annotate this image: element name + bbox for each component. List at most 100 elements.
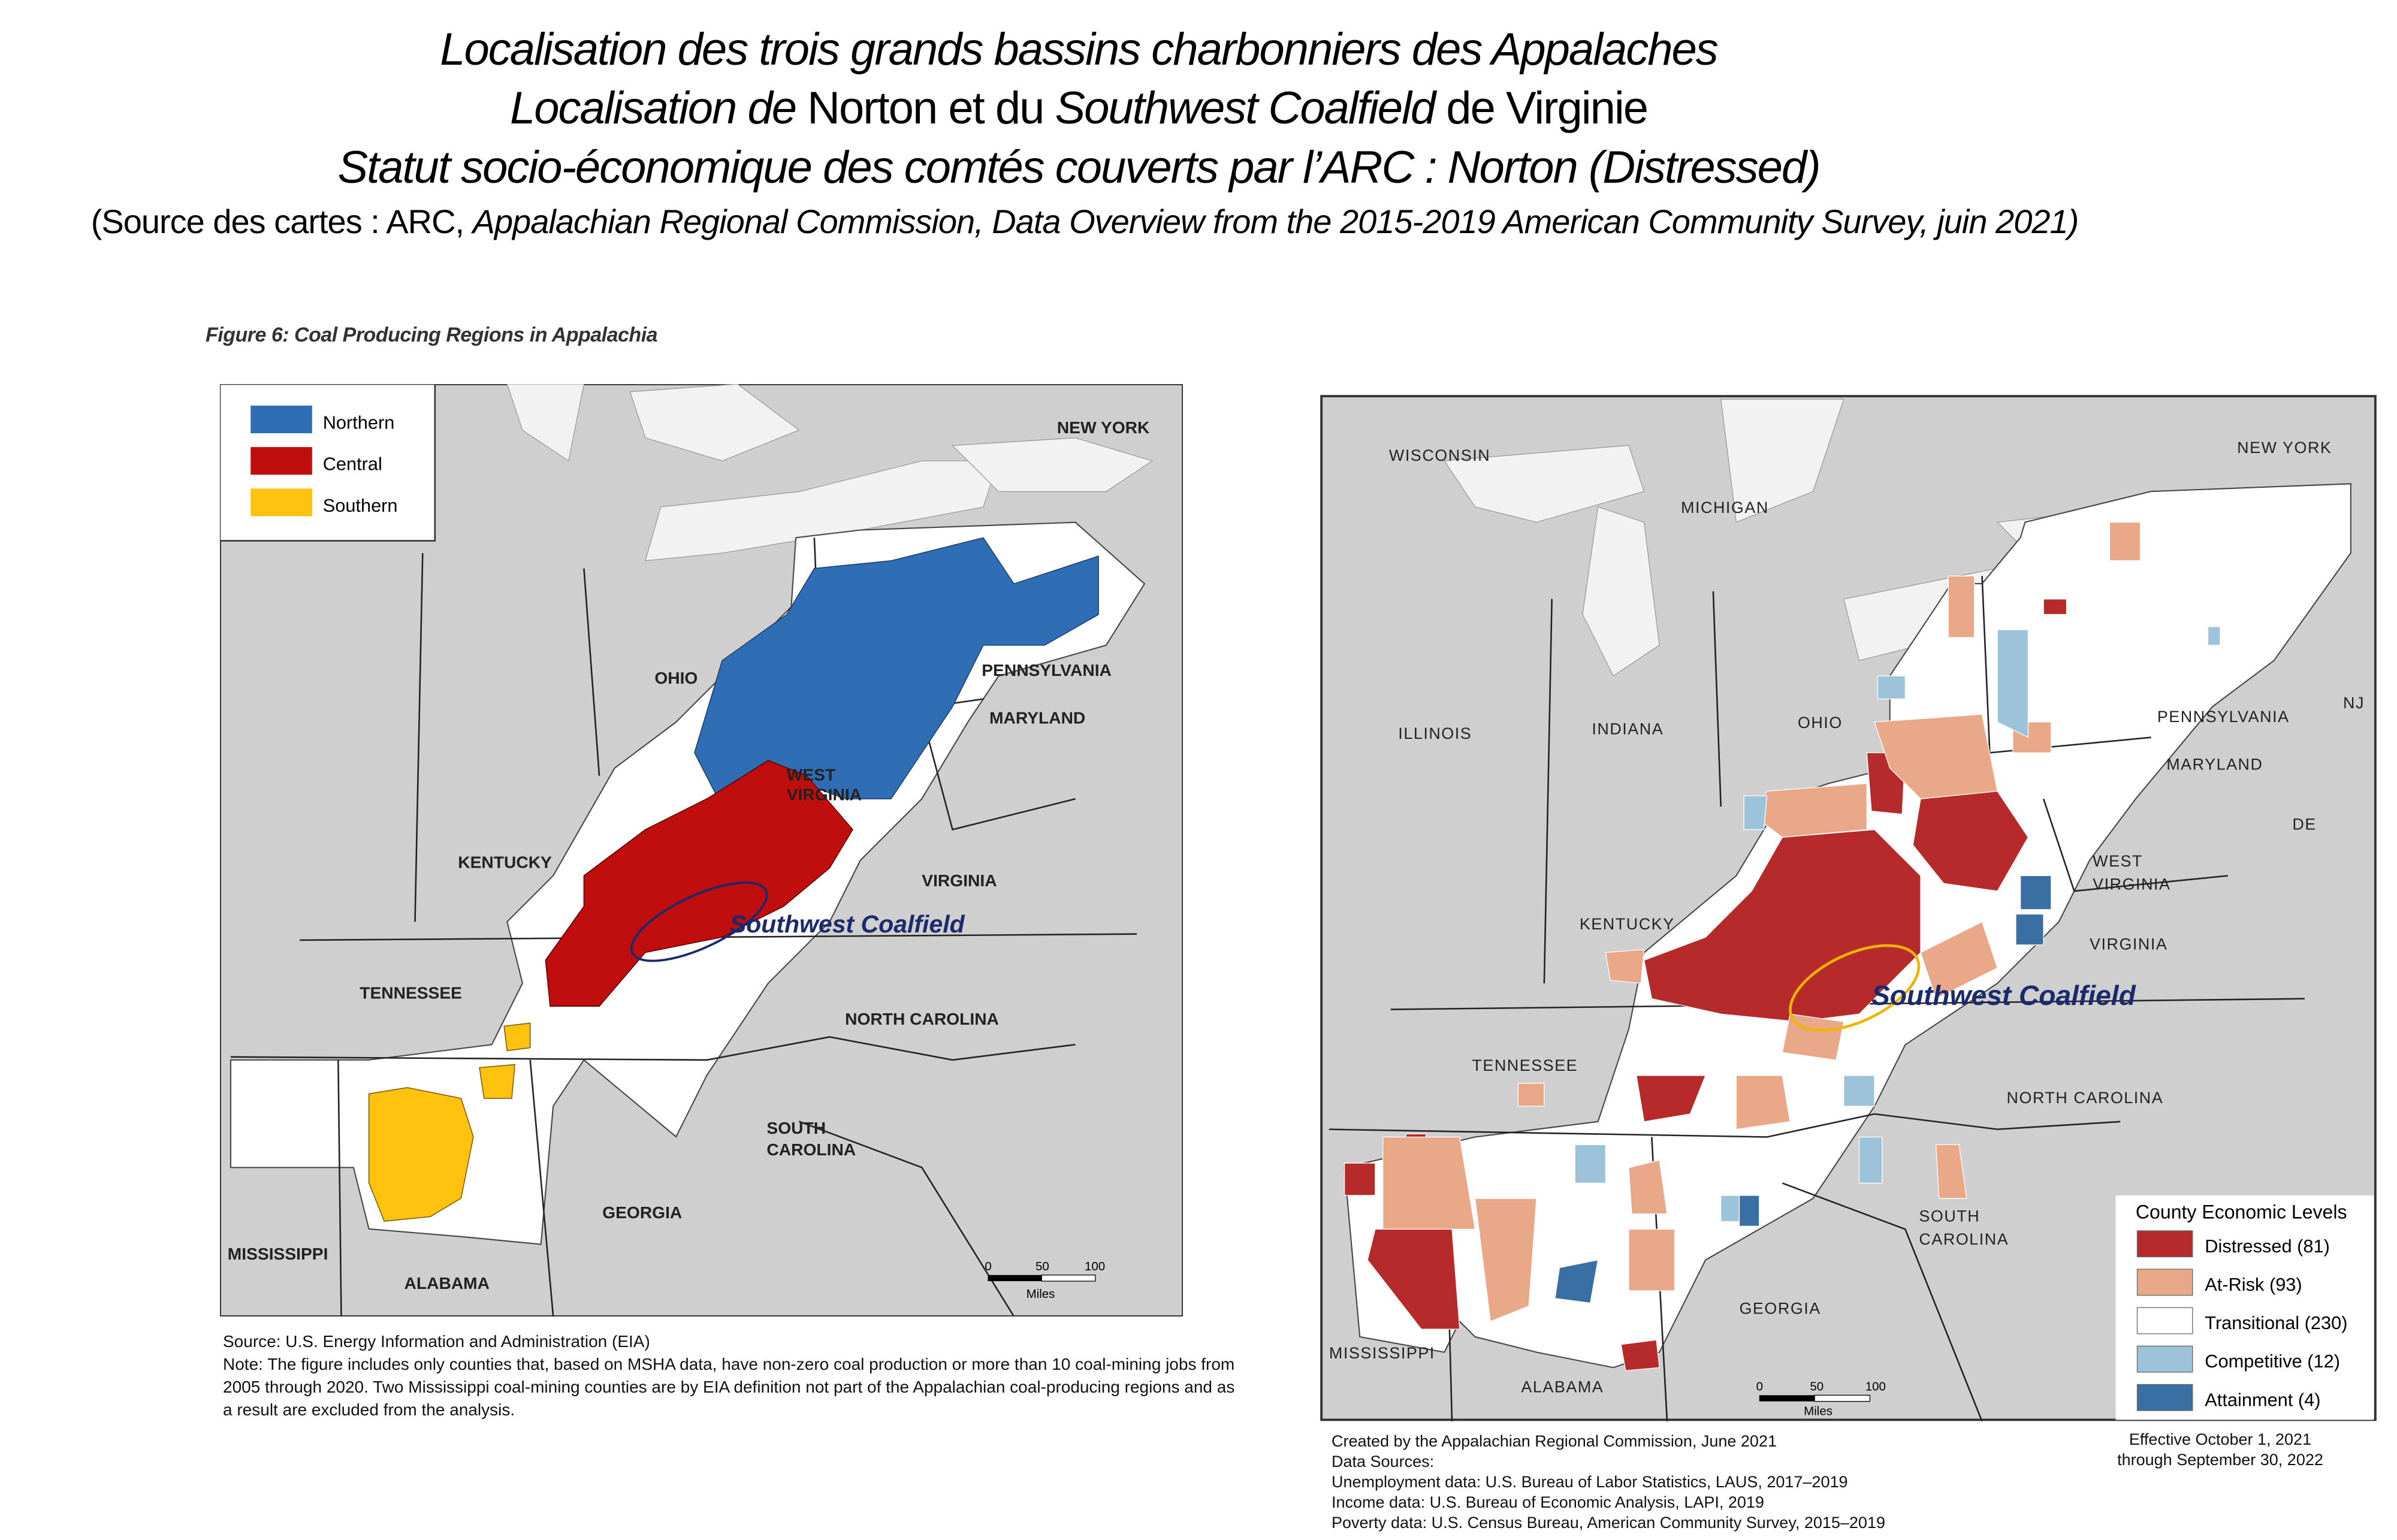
scale-unit: Miles — [1804, 1405, 1833, 1418]
coalfield-label: Southwest Coalfield — [730, 910, 965, 938]
effective-line: through September 30, 2022 — [2117, 1451, 2323, 1469]
coalfield-ellipse — [630, 881, 768, 962]
state-label: TENNESSEE — [360, 983, 462, 1002]
state-label: TENNESSEE — [1472, 1056, 1578, 1074]
state-label: WISCONSIN — [1389, 446, 1490, 464]
state-label: NEW YORK — [1057, 418, 1150, 437]
legend-label: Attainment (4) — [2205, 1389, 2320, 1410]
distressed-counties — [1344, 599, 2067, 1372]
state-label: ALABAMA — [404, 1273, 490, 1293]
state-label: VIRGINIA — [2090, 935, 2167, 953]
state-label: VIRGINIA — [922, 871, 997, 890]
state-label: WEST — [787, 765, 835, 784]
state-label: WEST — [2093, 852, 2143, 870]
footer-line: Created by the Appalachian Regional Comm… — [1332, 1432, 1777, 1450]
state-label: MISSISSIPPI — [1329, 1344, 1435, 1362]
figure-caption: Figure 6: Coal Producing Regions in Appa… — [206, 324, 658, 346]
state-label: SOUTH — [766, 1118, 826, 1137]
title-line-3: Statut socio-économique des comtés couve… — [337, 142, 1821, 193]
scale-tick: 0 — [985, 1260, 991, 1273]
title-line-1: Localisation des trois grands bassins ch… — [440, 24, 1719, 75]
footer-line: Poverty data: U.S. Census Bureau, Americ… — [1332, 1514, 1885, 1532]
legend-label: Distressed (81) — [2205, 1236, 2330, 1257]
source-line: (Source des cartes : ARC, Appalachian Re… — [42, 201, 2127, 243]
scale-bar: 0 50 100 Miles — [1756, 1380, 1886, 1418]
state-label: OHIO — [1798, 714, 1843, 732]
southern-basin — [368, 1022, 531, 1222]
legend-swatch-transitional — [2136, 1307, 2193, 1334]
legend-label: Northern — [323, 412, 395, 433]
scale-tick: 50 — [1036, 1260, 1049, 1273]
scale-tick: 100 — [1085, 1260, 1105, 1273]
state-label: KENTUCKY — [458, 852, 552, 871]
footer-line: Data Sources: — [1332, 1453, 1435, 1470]
coalfield-ellipse — [1789, 944, 1921, 1032]
legend-swatch-at-risk — [2136, 1269, 2193, 1296]
left-legend: Northern Central Southern — [220, 384, 436, 542]
scale-tick: 50 — [1810, 1380, 1824, 1394]
scale-bar: 0 50 100 Miles — [985, 1260, 1105, 1301]
state-labels: WISCONSIN MICHIGAN NEW YORK ILLINOIS IND… — [1329, 439, 2364, 1396]
state-label: MARYLAND — [989, 708, 1085, 727]
state-label: MICHIGAN — [1681, 499, 1769, 517]
state-label: VIRGINIA — [2093, 875, 2170, 893]
source-italic: Appalachian Regional Commission, Data Ov… — [472, 203, 2079, 240]
county-economic-levels-map: Southwest Coalfield WISCONSIN MICHIGAN N… — [1320, 395, 2377, 1421]
footer-line: Income data: U.S. Bureau of Economic Ana… — [1332, 1493, 1764, 1511]
coal-regions-map: Southwest Coalfield NEW YORK OHIO PENNSY… — [220, 384, 1183, 1316]
legend-swatch-northern — [250, 405, 312, 434]
legend-swatch-distressed — [2136, 1230, 2193, 1258]
source-prefix: (Source des cartes : — [90, 203, 387, 240]
footer-line: Unemployment data: U.S. Bureau of Labor … — [1332, 1473, 1848, 1491]
legend-swatch-attainment — [2136, 1384, 2193, 1411]
legend-title: County Economic Levels — [2136, 1201, 2347, 1222]
northern-basin — [694, 537, 1099, 807]
left-note: Note: The figure includes only counties … — [223, 1355, 1235, 1419]
state-label: INDIANA — [1592, 720, 1664, 738]
state-label: VIRGINIA — [787, 785, 862, 804]
central-basin — [545, 760, 853, 1007]
state-label: NORTH CAROLINA — [845, 1009, 999, 1028]
legend-label: Competitive (12) — [2205, 1351, 2340, 1372]
legend-label: At-Risk (93) — [2205, 1274, 2302, 1295]
state-label: CAROLINA — [766, 1140, 856, 1159]
state-label: CAROLINA — [1919, 1230, 2009, 1248]
title-line-2: Localisation de Norton et du Southwest C… — [0, 86, 2157, 131]
state-labels: NEW YORK OHIO PENNSYLVANIA MARYLAND WEST… — [228, 418, 1150, 1293]
state-label: SOUTH — [1919, 1207, 1980, 1225]
state-label: PENNSYLVANIA — [2157, 708, 2290, 726]
coalfield-label: Southwest Coalfield — [1871, 980, 2136, 1011]
state-label: MARYLAND — [2166, 755, 2263, 773]
title-part: Localisation de — [509, 83, 808, 134]
state-label: MISSISSIPPI — [228, 1244, 328, 1263]
state-label: OHIO — [654, 668, 698, 687]
state-label: GEORGIA — [1739, 1299, 1821, 1317]
state-label: ALABAMA — [1521, 1378, 1604, 1396]
title-part: de Virginie — [1435, 83, 1649, 134]
state-label: ILLINOIS — [1398, 724, 1472, 742]
state-label: PENNSYLVANIA — [982, 660, 1112, 680]
legend-swatch-central — [250, 447, 312, 475]
legend-swatch-southern — [250, 488, 312, 517]
effective-line: Effective October 1, 2021 — [2129, 1430, 2312, 1448]
effective-dates: Effective October 1, 2021 through Septem… — [2085, 1429, 2355, 1470]
left-source: Source: U.S. Energy Information and Admi… — [223, 1332, 650, 1351]
right-map-footer: Created by the Appalachian Regional Comm… — [1332, 1431, 1885, 1533]
scale-unit: Miles — [1027, 1287, 1055, 1301]
state-label: DE — [2292, 815, 2316, 833]
attainment-counties — [1554, 875, 2052, 1304]
title-part: Norton et du — [807, 83, 1055, 134]
left-map-notes: Source: U.S. Energy Information and Admi… — [223, 1330, 1242, 1421]
state-label: GEORGIA — [602, 1203, 682, 1222]
legend-label: Southern — [323, 495, 398, 516]
legend-swatch-competitive — [2136, 1345, 2193, 1373]
scale-tick: 100 — [1865, 1380, 1886, 1394]
right-legend: County Economic Levels Distressed (81) A… — [2115, 1195, 2374, 1420]
title-part: Southwest Coalfield — [1055, 83, 1436, 134]
legend-label: Transitional (230) — [2205, 1312, 2347, 1333]
state-label: KENTUCKY — [1580, 915, 1675, 933]
source-arc: ARC, — [386, 203, 473, 240]
competitive-counties — [1574, 626, 2221, 1222]
legend-label: Central — [323, 454, 382, 475]
great-lakes — [506, 384, 1154, 561]
